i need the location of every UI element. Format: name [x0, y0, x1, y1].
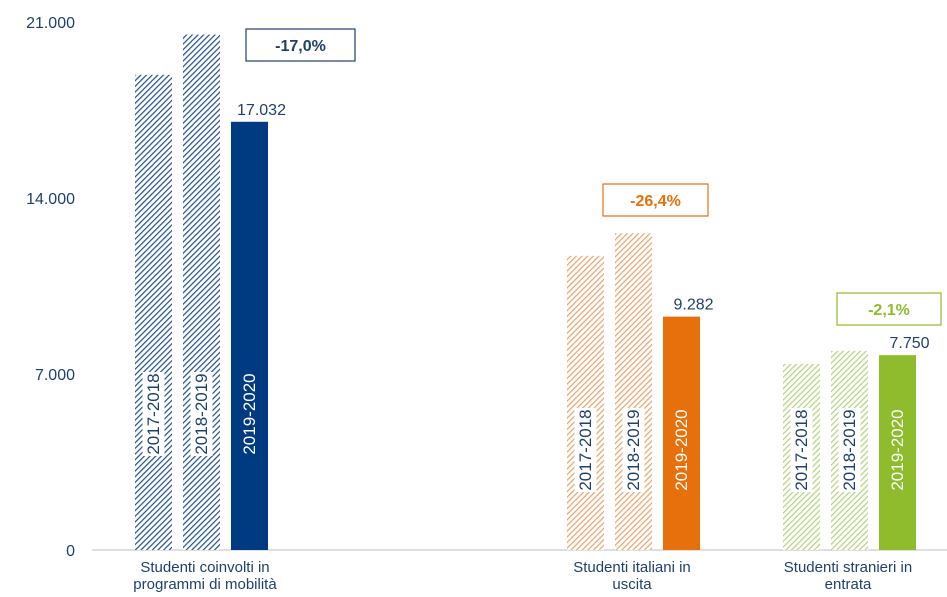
year-label: 2017-2018 — [576, 409, 595, 490]
y-tick-label: 0 — [66, 543, 75, 560]
year-label-bg — [142, 372, 165, 456]
year-label-bg — [622, 408, 645, 492]
y-axis: 0 7.000 14.000 21.000 — [26, 15, 75, 560]
change-box — [602, 183, 709, 217]
y-tick-label: 7.000 — [35, 367, 75, 384]
year-label: 2018-2019 — [192, 373, 211, 454]
change-box — [245, 28, 356, 62]
y-tick-label: 21.000 — [26, 15, 75, 32]
bar-uscita-2018-2019 — [615, 233, 652, 550]
bar-mobilita-2017-2018 — [135, 74, 172, 551]
y-tick-label: 14.000 — [26, 191, 75, 208]
year-label: 2019-2020 — [240, 373, 259, 454]
bar-uscita-2019-2020 — [663, 316, 700, 550]
category-label: Studenti stranieri in — [784, 559, 912, 576]
year-label-bg — [574, 408, 597, 492]
category-label: uscita — [612, 576, 652, 593]
change-label: -26,4% — [630, 193, 681, 210]
year-label: 2018-2019 — [840, 409, 859, 490]
category-label: programmi di mobilità — [133, 576, 277, 593]
change-box — [836, 292, 942, 326]
year-label-bg — [190, 372, 213, 456]
year-label: 2019-2020 — [672, 409, 691, 490]
change-label: -2,1% — [868, 302, 910, 319]
category-label: Studenti coinvolti in — [140, 559, 269, 576]
change-label: -17,0% — [275, 38, 326, 55]
year-label-bg — [838, 408, 861, 492]
data-label: 9.282 — [673, 297, 713, 314]
year-label: 2019-2020 — [888, 409, 907, 490]
data-label: 7.750 — [889, 335, 929, 352]
year-label: 2017-2018 — [144, 373, 163, 454]
category-label: entrata — [825, 576, 872, 593]
category-label: Studenti italiani in — [573, 559, 691, 576]
bar-mobilita-2019-2020 — [231, 121, 268, 551]
bar-entrata-2019-2020 — [879, 355, 916, 550]
bars-layer — [135, 34, 916, 551]
year-label-bg — [790, 408, 813, 492]
bar-mobilita-2018-2019 — [183, 34, 220, 551]
labels-layer: 2017-2018 2018-2019 2019-2020 17.032 -17,0% S… — [133, 28, 942, 593]
bar-uscita-2017-2018 — [567, 255, 604, 551]
year-label: 2017-2018 — [792, 409, 811, 490]
year-label: 2018-2019 — [624, 409, 643, 490]
data-label: 17.032 — [237, 102, 286, 119]
